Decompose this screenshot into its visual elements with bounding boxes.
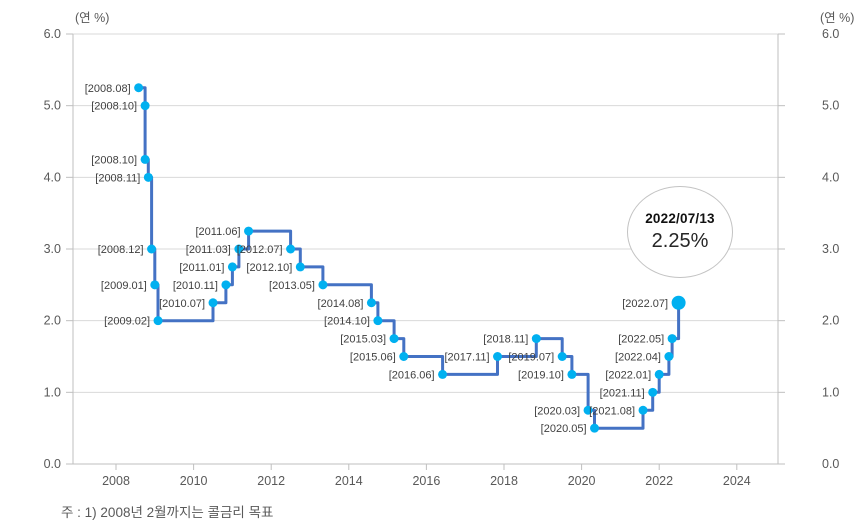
data-point-label: [2019.07]	[508, 352, 554, 364]
data-point-marker[interactable]	[295, 262, 305, 272]
x-tick-label: 2018	[490, 474, 518, 488]
data-point-marker[interactable]	[140, 101, 150, 111]
y-tick-label-right: 3.0	[822, 242, 839, 256]
data-point-label: [2021.08]	[589, 405, 635, 417]
data-point-marker[interactable]	[227, 262, 237, 272]
data-point-label: [2008.10]	[91, 154, 137, 166]
y-tick-label-right: 4.0	[822, 170, 839, 184]
data-point-marker[interactable]	[667, 334, 677, 344]
data-point-marker[interactable]	[399, 352, 409, 361]
y-tick-label-left: 4.0	[44, 170, 61, 184]
data-point-label: [2012.10]	[246, 262, 292, 274]
data-point-marker[interactable]	[583, 405, 593, 415]
y-tick-label-left: 2.0	[44, 314, 61, 328]
y-tick-label-left: 0.0	[44, 457, 61, 471]
y-tick-label-right: 6.0	[822, 27, 839, 41]
data-point-marker[interactable]	[208, 298, 218, 308]
data-point-marker[interactable]	[638, 405, 648, 415]
data-point-marker[interactable]	[234, 244, 244, 254]
data-point-marker[interactable]	[134, 83, 144, 93]
data-point-label: [2017.11]	[444, 352, 489, 364]
annotation-date: 2022/07/13	[645, 211, 715, 226]
x-tick-label: 2008	[102, 474, 130, 488]
data-point-label: [2009.01]	[101, 280, 147, 292]
x-tick-label: 2020	[568, 474, 596, 488]
data-point-marker[interactable]	[493, 352, 503, 361]
data-point-label: [2012.07]	[237, 244, 283, 256]
data-point-marker[interactable]	[150, 280, 160, 290]
data-point-marker[interactable]	[567, 369, 577, 379]
data-point-marker[interactable]	[590, 423, 600, 433]
y-tick-label-right: 0.0	[822, 457, 839, 471]
x-tick-label: 2012	[257, 474, 285, 488]
data-point-label: [2011.06]	[196, 226, 241, 238]
data-point-label: [2008.12]	[98, 244, 144, 256]
x-tick-label: 2022	[645, 474, 673, 488]
data-point-label: [2018.11]	[483, 334, 528, 346]
y-tick-label-right: 2.0	[822, 314, 839, 328]
data-point-marker[interactable]	[140, 154, 150, 164]
annotation-rate: 2.25%	[651, 230, 709, 252]
y-tick-label-left: 3.0	[44, 242, 61, 256]
data-point-label: [2011.03]	[186, 244, 231, 256]
data-point-label: [2014.08]	[318, 298, 364, 310]
data-point-label: [2009.02]	[104, 316, 150, 328]
data-point-label: [2020.03]	[534, 405, 580, 417]
y-tick-label-left: 6.0	[44, 27, 61, 41]
data-point-label: [2008.11]	[95, 172, 140, 184]
data-point-label: [2022.05]	[618, 334, 664, 346]
data-point-label: [2014.10]	[324, 316, 370, 328]
data-point-label: [2015.06]	[350, 352, 396, 364]
data-point-marker[interactable]	[318, 280, 328, 290]
x-tick-label: 2016	[412, 474, 440, 488]
data-point-marker[interactable]	[664, 352, 674, 361]
data-point-label: [2008.08]	[85, 83, 131, 95]
data-point-label: [2022.07]	[622, 298, 668, 310]
data-point-label: [2015.03]	[340, 334, 386, 346]
data-point-marker[interactable]	[143, 172, 153, 182]
y-axis-unit-label-right: (연 %)	[820, 11, 855, 25]
data-point-label: [2016.06]	[389, 369, 435, 381]
data-point-label: [2010.11]	[173, 280, 218, 292]
data-point-marker[interactable]	[648, 387, 658, 397]
data-point-marker[interactable]	[654, 369, 664, 379]
data-point-label: [2013.05]	[269, 280, 315, 292]
data-point-label: [2019.10]	[518, 369, 564, 381]
x-tick-label: 2024	[723, 474, 751, 488]
data-point-label: [2010.07]	[159, 298, 205, 310]
data-point-marker[interactable]	[366, 298, 376, 308]
data-point-label: [2021.11]	[600, 387, 645, 399]
data-point-label: [2011.01]	[179, 262, 224, 274]
data-point-label: [2022.01]	[605, 369, 651, 381]
y-tick-label-left: 1.0	[44, 385, 61, 399]
data-point-label: [2008.10]	[91, 101, 137, 113]
annotation-bubble: 2022/07/13 2.25%	[627, 186, 733, 278]
data-point-marker-current[interactable]	[671, 295, 686, 310]
data-point-marker[interactable]	[531, 334, 541, 344]
data-point-marker[interactable]	[221, 280, 231, 290]
chart-footnote: 주 : 1) 2008년 2월까지는 콜금리 목표	[61, 505, 274, 520]
data-point-marker[interactable]	[557, 352, 567, 361]
data-point-marker[interactable]	[286, 244, 296, 254]
y-tick-label-right: 5.0	[822, 99, 839, 113]
y-tick-label-right: 1.0	[822, 385, 839, 399]
x-tick-label: 2014	[335, 474, 363, 488]
data-point-marker[interactable]	[147, 244, 157, 254]
data-point-marker[interactable]	[244, 226, 254, 236]
data-point-label: [2020.05]	[541, 423, 587, 435]
data-point-marker[interactable]	[373, 316, 383, 326]
data-point-marker[interactable]	[438, 369, 448, 379]
data-point-marker[interactable]	[153, 316, 163, 326]
y-tick-label-left: 5.0	[44, 99, 61, 113]
data-point-marker[interactable]	[389, 334, 399, 344]
y-axis-unit-label-left: (연 %)	[75, 11, 110, 25]
data-point-label: [2022.04]	[615, 352, 661, 364]
x-tick-label: 2010	[180, 474, 208, 488]
